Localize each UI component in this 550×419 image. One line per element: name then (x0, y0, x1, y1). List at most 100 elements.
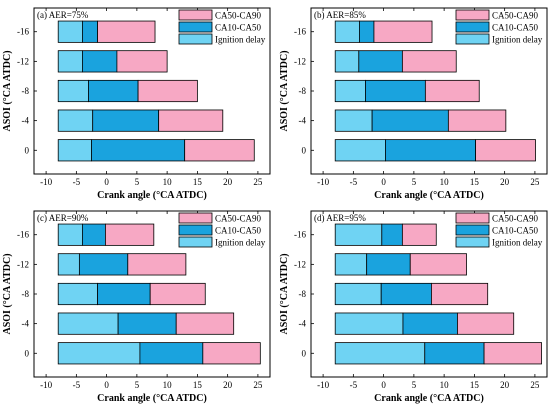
y-tick-label: 0 (302, 145, 307, 155)
legend-swatch (455, 224, 490, 236)
bar-ignition-delay-2 (57, 282, 98, 306)
bar-ca10-ca50-4 (139, 342, 204, 365)
bar-ca10-ca50-1 (366, 253, 411, 276)
legend-label: CA50-CA90 (215, 214, 262, 224)
x-tick-label: -10 (317, 380, 329, 390)
bar-ignition-delay-4 (57, 139, 92, 162)
x-tick-label: 20 (223, 177, 233, 187)
x-tick-label: 15 (470, 177, 480, 187)
bar-ca50-ca90-0 (401, 223, 437, 246)
y-tick-label: -12 (17, 259, 29, 269)
bar-ca10-ca50-3 (371, 109, 449, 132)
chart-panel-2: -10 -5 0 5 10 15 20 25 -16 -12 -8 -4 0 Crank angle (°… (279, 7, 548, 201)
y-tick-label: -12 (17, 56, 29, 66)
legend-label: CA10-CA50 (492, 23, 539, 33)
bar-ignition-delay-3 (57, 312, 119, 335)
y-tick-label: -4 (299, 319, 307, 329)
x-tick-label: -5 (73, 177, 81, 187)
legend-label: Ignition delay (215, 35, 266, 45)
bar-ignition-delay-0 (57, 223, 83, 246)
y-tick-label: -16 (294, 27, 306, 37)
bar-ca10-ca50-2 (365, 79, 426, 103)
x-tick-label: 25 (530, 177, 540, 187)
x-tick-label: 15 (470, 380, 480, 390)
bar-ignition-delay-1 (57, 253, 80, 276)
bar-ca10-ca50-4 (424, 342, 485, 365)
bar-ca10-ca50-3 (92, 109, 160, 132)
legend: CA50-CA90 CA10-CA50 Ignition delay (178, 212, 266, 248)
bar-ignition-delay-4 (334, 139, 386, 162)
bar-ca10-ca50-2 (88, 79, 139, 103)
bar-ca10-ca50-4 (91, 139, 186, 162)
x-tick-label: 0 (381, 177, 386, 187)
bar-ca10-ca50-0 (381, 223, 403, 246)
bar-ignition-delay-0 (334, 223, 383, 246)
bar-ca10-ca50-1 (358, 50, 403, 73)
bar-ca50-ca90-2 (137, 79, 198, 103)
legend-swatch (455, 236, 490, 248)
panel-title: (b) AER=85% (314, 10, 366, 20)
legend-swatch (178, 21, 213, 33)
bar-ca10-ca50-2 (97, 282, 151, 306)
bar-ca50-ca90-1 (401, 50, 457, 73)
x-tick-label: -5 (73, 380, 81, 390)
bar-ca50-ca90-3 (457, 312, 515, 335)
bar-ca10-ca50-0 (82, 20, 98, 43)
bar-ca50-ca90-1 (116, 50, 168, 73)
bar-ignition-delay-1 (57, 50, 83, 73)
legend-label: CA10-CA50 (215, 226, 262, 236)
legend-swatch (455, 33, 490, 45)
bar-ca10-ca50-1 (82, 50, 118, 73)
x-tick-label: 20 (500, 177, 510, 187)
bar-ignition-delay-2 (334, 79, 366, 103)
legend: CA50-CA90 CA10-CA50 Ignition delay (455, 212, 543, 248)
bar-ca10-ca50-3 (402, 312, 458, 335)
legend: CA50-CA90 CA10-CA50 Ignition delay (455, 9, 543, 45)
x-tick-label: 5 (135, 177, 140, 187)
bar-ca50-ca90-3 (175, 312, 235, 335)
x-tick-label: -5 (350, 177, 358, 187)
bar-ignition-delay-4 (334, 342, 426, 365)
x-axis-label: Crank angle (°CA ATDC) (97, 190, 207, 201)
legend: CA50-CA90 CA10-CA50 Ignition delay (178, 9, 266, 45)
y-tick-label: 0 (25, 348, 30, 358)
x-tick-label: 25 (253, 177, 263, 187)
x-axis-label: Crank angle (°CA ATDC) (97, 393, 207, 404)
x-tick-label: 15 (193, 177, 203, 187)
chart-panel-3: -10 -5 0 5 10 15 20 25 -16 -12 -8 -4 0 Crank angle (°… (2, 210, 271, 404)
x-tick-label: 10 (163, 380, 173, 390)
x-tick-label: 25 (253, 380, 263, 390)
legend-label: CA10-CA50 (215, 23, 262, 33)
legend-label: CA10-CA50 (492, 226, 539, 236)
panel-title: (c) AER=90% (37, 213, 89, 223)
legend-swatch (178, 212, 213, 224)
x-tick-label: 20 (500, 380, 510, 390)
bar-ignition-delay-3 (334, 312, 404, 335)
bar-ignition-delay-0 (57, 20, 83, 43)
bar-ignition-delay-3 (57, 109, 94, 132)
x-tick-label: 5 (135, 380, 140, 390)
x-tick-label: 5 (412, 177, 417, 187)
legend-swatch (178, 224, 213, 236)
x-tick-label: 10 (440, 380, 450, 390)
bar-ca50-ca90-3 (447, 109, 507, 132)
legend-swatch (455, 9, 490, 21)
legend-label: CA50-CA90 (215, 11, 262, 21)
bar-ca50-ca90-2 (431, 282, 489, 306)
y-axis-label: ASOI (°CA ATDC) (279, 253, 290, 334)
legend-label: Ignition delay (492, 238, 543, 248)
y-tick-label: -8 (22, 289, 30, 299)
legend-swatch (178, 33, 213, 45)
y-tick-label: -8 (22, 86, 30, 96)
bar-ca10-ca50-0 (82, 223, 106, 246)
bar-ignition-delay-2 (334, 282, 382, 306)
legend-label: CA50-CA90 (492, 214, 539, 224)
legend-swatch (178, 236, 213, 248)
y-tick-label: 0 (25, 145, 30, 155)
bar-ca50-ca90-0 (97, 20, 156, 43)
y-axis-label: ASOI (°CA ATDC) (279, 50, 290, 131)
panel-title: (d) AER=95% (314, 213, 366, 223)
bar-ca50-ca90-4 (184, 139, 255, 162)
bar-ca50-ca90-4 (475, 139, 536, 162)
y-tick-label: 0 (302, 348, 307, 358)
